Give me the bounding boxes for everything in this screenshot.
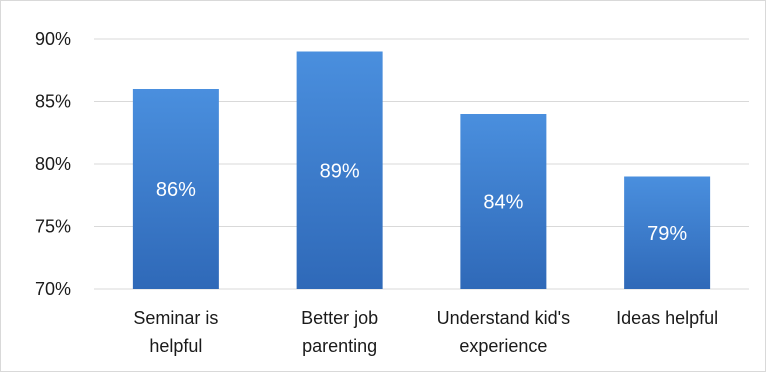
- y-tick-label: 85%: [35, 92, 71, 112]
- x-category-label: Better job parenting: [301, 308, 378, 356]
- y-tick-label: 75%: [35, 217, 71, 237]
- bar-data-label: 89%: [320, 160, 360, 182]
- y-tick-label: 90%: [35, 29, 71, 49]
- bar-data-label: 86%: [156, 179, 196, 201]
- data-labels: 86% 89% 84% 79%: [156, 160, 687, 245]
- bar-data-label: 79%: [647, 223, 687, 245]
- x-category-label: Ideas helpful: [616, 308, 718, 328]
- x-category-label-line: helpful: [149, 336, 202, 356]
- x-category-label-line: Understand kid's: [437, 308, 571, 328]
- x-category-label-line: experience: [459, 336, 547, 356]
- y-tick-label: 70%: [35, 279, 71, 299]
- x-category-label-line: Ideas helpful: [616, 308, 718, 328]
- bar: [132, 89, 219, 289]
- bar: [296, 51, 383, 289]
- x-axis-category-labels: Seminar is helpful Better job parenting Unde…: [133, 308, 718, 356]
- bar: [460, 114, 547, 289]
- bar: [624, 176, 711, 289]
- bar-data-label: 84%: [483, 192, 523, 214]
- bars: [132, 51, 711, 289]
- y-tick-label: 80%: [35, 154, 71, 174]
- x-category-label-line: Seminar is: [133, 308, 218, 328]
- x-category-label-line: parenting: [302, 336, 377, 356]
- x-category-label: Understand kid's experience: [437, 308, 571, 356]
- y-axis-tick-labels: 70% 75% 80% 85% 90%: [35, 29, 71, 299]
- x-category-label-line: Better job: [301, 308, 378, 328]
- x-category-label: Seminar is helpful: [133, 308, 218, 356]
